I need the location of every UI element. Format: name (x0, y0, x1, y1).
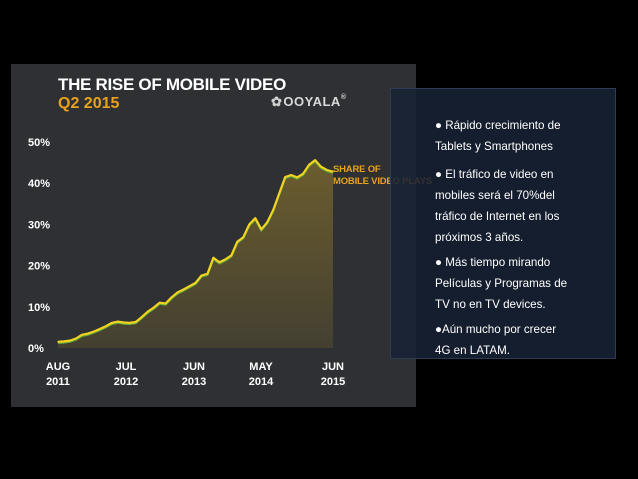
data-point (200, 274, 203, 277)
data-point (266, 221, 268, 224)
data-point (188, 285, 191, 287)
data-point (140, 316, 143, 318)
data-point (272, 209, 275, 211)
note-item-4g: ●Aún mucho por crecer 4G en LATAM. (435, 319, 615, 361)
data-point (81, 334, 83, 336)
x-tick-label: 2013 (182, 376, 206, 388)
data-point (242, 236, 245, 238)
data-point (63, 340, 65, 343)
y-tick-label: 50% (28, 137, 50, 149)
data-point (302, 172, 304, 175)
data-point (57, 341, 59, 343)
data-point (170, 296, 173, 299)
data-point (69, 339, 71, 342)
ooyala-logo: ✿OOYALA® (271, 94, 347, 110)
note-line: 4G en LATAM. (435, 344, 510, 357)
x-tick-label: 2014 (249, 376, 274, 388)
note-item-viewing: ● Más tiempo mirando Películas y Program… (435, 252, 615, 315)
x-tick-label: JUN (322, 361, 344, 373)
data-point (146, 310, 149, 313)
data-point (134, 321, 137, 323)
data-point (290, 174, 293, 176)
data-point (260, 228, 263, 231)
note-line: ● El tráfico de video en (435, 168, 554, 181)
data-point (314, 159, 316, 161)
data-point (308, 163, 310, 166)
series-label-line-1: SHARE OF (333, 164, 381, 175)
data-point (206, 273, 209, 275)
data-point (111, 322, 113, 324)
area-chart: 50% 40% 30% 20% 10% 0%AUG 2011 JUL 2012 JUN 2013 MA… (28, 137, 345, 388)
data-point (194, 282, 197, 284)
note-line: Tablets y Smartphones (435, 140, 553, 153)
data-point (99, 328, 101, 330)
note-item-growth: ● Rápido crecimiento de Tablets y Smartp… (435, 115, 615, 157)
x-tick-label: 2011 (46, 376, 70, 388)
data-point (326, 169, 328, 171)
data-point (164, 302, 167, 305)
chart-title: THE RISE OF MOBILE VIDEO (58, 75, 286, 94)
data-point (152, 306, 155, 309)
notes-box: ● Rápido crecimiento de Tablets y Smartp… (390, 88, 616, 359)
x-tick-label: 2015 (321, 376, 345, 388)
data-point (284, 176, 287, 178)
brand-name: OOYALA (283, 94, 341, 109)
data-point (105, 325, 107, 328)
note-line: ● Más tiempo mirando (435, 256, 551, 269)
data-point (75, 337, 77, 340)
data-point (117, 320, 119, 323)
note-line: ● Rápido crecimiento de (435, 119, 561, 132)
x-tick-label: JUN (183, 361, 205, 373)
note-line: mobiles será el 70%del (435, 189, 555, 202)
flower-icon: ✿ (271, 94, 283, 109)
x-tick-label: JUL (116, 361, 137, 373)
y-tick-label: 30% (28, 219, 50, 231)
data-point (87, 332, 89, 335)
y-tick-label: 10% (28, 302, 50, 314)
y-tick-label: 0% (28, 343, 44, 355)
data-point (254, 217, 257, 219)
y-tick-label: 40% (28, 178, 50, 190)
note-line: tráfico de Internet en los (435, 210, 560, 223)
note-line: TV no en TV devices. (435, 298, 546, 311)
note-line: próximos 3 años. (435, 231, 524, 244)
note-item-traffic: ● El tráfico de video en mobiles será el… (435, 164, 615, 248)
chart-panel: 50% 40% 30% 20% 10% 0% AUG 2011 JUL 2012 JUN 2013 MA… (11, 64, 432, 407)
data-point (128, 322, 131, 324)
data-point (182, 288, 185, 291)
data-point (230, 254, 233, 257)
data-point (248, 223, 251, 226)
chart-subtitle: Q2 2015 (58, 95, 120, 112)
data-point (212, 257, 215, 259)
trademark-symbol: ® (340, 94, 347, 101)
data-point (158, 301, 161, 304)
note-line: ●Aún mucho por crecer (435, 323, 557, 336)
x-tick-label: AUG (46, 361, 70, 373)
data-point (320, 165, 322, 168)
data-point (176, 291, 179, 294)
data-point (296, 176, 298, 179)
series-label: SHARE OF MOBILE VIDEO PLAYS (333, 164, 432, 188)
data-point (332, 170, 334, 173)
data-point (224, 258, 227, 261)
data-point (236, 240, 239, 243)
area-fill (58, 160, 333, 348)
data-point (218, 261, 221, 264)
data-point (278, 192, 281, 195)
data-point (123, 321, 125, 324)
data-point (93, 330, 95, 333)
note-line: Películas y Programas de (435, 277, 568, 290)
x-tick-label: 2012 (114, 376, 138, 388)
x-tick-label: MAY (249, 361, 273, 373)
series-label-line-2: MOBILE VIDEO PLAYS (333, 176, 432, 187)
y-tick-label: 20% (28, 261, 50, 273)
